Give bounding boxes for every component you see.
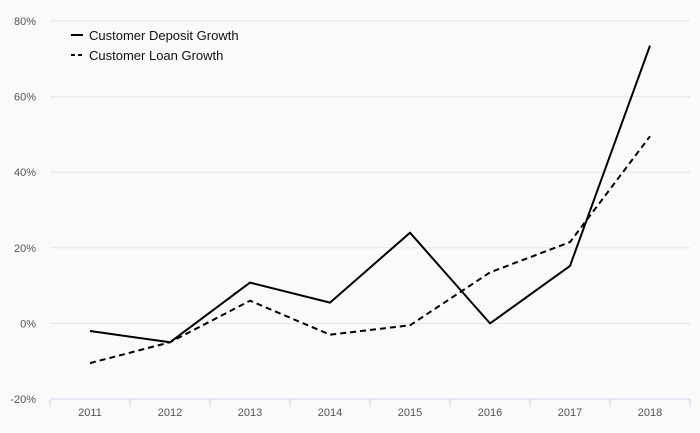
series-line-deposit[interactable] (89, 45, 651, 344)
data-point[interactable] (87, 360, 93, 366)
data-point[interactable] (87, 328, 93, 334)
y-tick-label: 60% (14, 92, 36, 104)
data-point[interactable] (167, 339, 173, 345)
data-point[interactable] (407, 322, 413, 328)
data-point[interactable] (647, 43, 653, 49)
legend: Customer Deposit Growth Customer Loan Gr… (71, 28, 239, 63)
y-tick-label: 0% (20, 318, 36, 330)
y-tick-label: 20% (14, 243, 36, 255)
x-tick-label: 2011 (78, 407, 102, 419)
x-axis: 2011 2012 2013 2014 2015 2016 2017 2018 (49, 399, 691, 419)
data-point[interactable] (327, 300, 333, 306)
x-tick-label: 2013 (238, 407, 262, 419)
series-group (87, 43, 653, 366)
data-point[interactable] (247, 280, 253, 286)
data-point[interactable] (327, 332, 333, 338)
series-line-loan[interactable] (89, 135, 651, 365)
data-point[interactable] (647, 133, 653, 139)
y-axis: -20% 0% 20% 40% 60% 80% (10, 16, 36, 406)
legend-item-loan[interactable]: Customer Loan Growth (71, 48, 223, 63)
data-point[interactable] (567, 239, 573, 245)
data-point[interactable] (487, 269, 493, 275)
x-tick-label: 2014 (318, 407, 342, 419)
data-point[interactable] (407, 230, 413, 236)
x-tick-label: 2017 (558, 407, 582, 419)
data-point[interactable] (567, 263, 573, 269)
x-tick-label: 2018 (638, 407, 662, 419)
x-tick-label: 2015 (398, 407, 422, 419)
y-tick-label: 80% (14, 16, 36, 28)
y-tick-label: 40% (14, 167, 36, 179)
legend-item-deposit[interactable]: Customer Deposit Growth (71, 28, 239, 43)
legend-label-loan: Customer Loan Growth (89, 48, 223, 63)
grid-lines (50, 20, 690, 324)
x-tick-label: 2012 (158, 407, 182, 419)
data-point[interactable] (247, 298, 253, 304)
data-point[interactable] (487, 320, 493, 326)
legend-label-deposit: Customer Deposit Growth (89, 28, 239, 43)
x-tick-label: 2016 (478, 407, 502, 419)
y-tick-label: -20% (10, 394, 36, 406)
